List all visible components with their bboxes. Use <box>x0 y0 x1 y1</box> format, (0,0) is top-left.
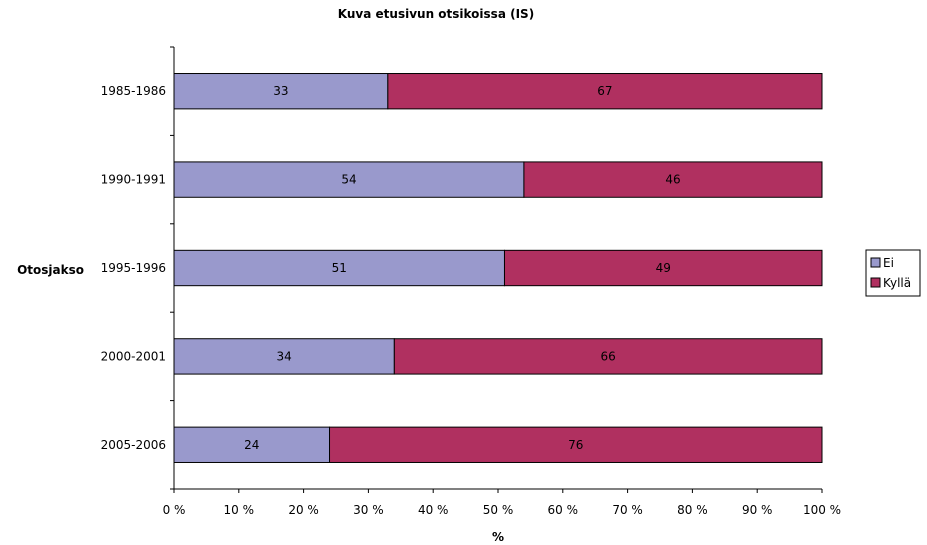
y-tick-label: 1995-1996 <box>101 261 166 275</box>
bar-ei <box>173 161 525 198</box>
x-tick-label: 40 % <box>418 503 449 517</box>
y-tick-label: 2000-2001 <box>101 349 166 363</box>
legend-label: Kyllä <box>883 276 911 290</box>
data-label: 76 <box>568 438 583 452</box>
data-label: 33 <box>273 84 288 98</box>
bar-kyll- <box>523 161 823 198</box>
bar-kyll- <box>387 73 823 110</box>
x-tick-label: 80 % <box>677 503 708 517</box>
y-tick-label: 1990-1991 <box>101 173 166 187</box>
x-tick-label: 0 % <box>163 503 186 517</box>
plot-area: 0 % 10 % 20 % 30 % 40 % 50 % 60 % 70 % 80 % 90 % 1… <box>101 46 841 517</box>
data-label: 67 <box>597 84 612 98</box>
legend-swatch <box>870 277 881 288</box>
bar-kyll- <box>503 249 823 287</box>
data-label: 24 <box>244 438 259 452</box>
chart-title: Kuva etusivun otsikoissa (IS) <box>338 7 534 21</box>
data-label: 54 <box>341 173 356 187</box>
legend-swatch <box>870 257 881 268</box>
x-axis-title: % <box>492 530 504 544</box>
bar-kyll- <box>329 426 823 463</box>
data-label: 51 <box>332 261 347 275</box>
bar-ei <box>173 338 395 375</box>
x-tick-label: 100 % <box>803 503 841 517</box>
y-axis-title: Otosjakso <box>17 263 84 277</box>
x-tick-label: 30 % <box>353 503 384 517</box>
y-tick-label: 2005-2006 <box>101 438 166 452</box>
bar-ei <box>173 73 389 110</box>
data-label: 49 <box>656 261 671 275</box>
legend-label: Ei <box>883 256 894 270</box>
y-tick-label: 1985-1986 <box>101 84 166 98</box>
data-label: 34 <box>277 349 292 363</box>
data-label: 66 <box>601 349 616 363</box>
bar-ei <box>173 249 505 287</box>
bar-kyll- <box>393 338 823 375</box>
x-tick-label: 50 % <box>483 503 514 517</box>
x-tick-label: 20 % <box>288 503 319 517</box>
legend: Ei Kyllä <box>865 249 921 297</box>
bar-ei <box>173 426 331 463</box>
x-tick-label: 10 % <box>224 503 255 517</box>
x-tick-label: 90 % <box>742 503 773 517</box>
x-tick-label: 60 % <box>548 503 579 517</box>
x-tick-label: 70 % <box>612 503 643 517</box>
data-label: 46 <box>665 173 680 187</box>
